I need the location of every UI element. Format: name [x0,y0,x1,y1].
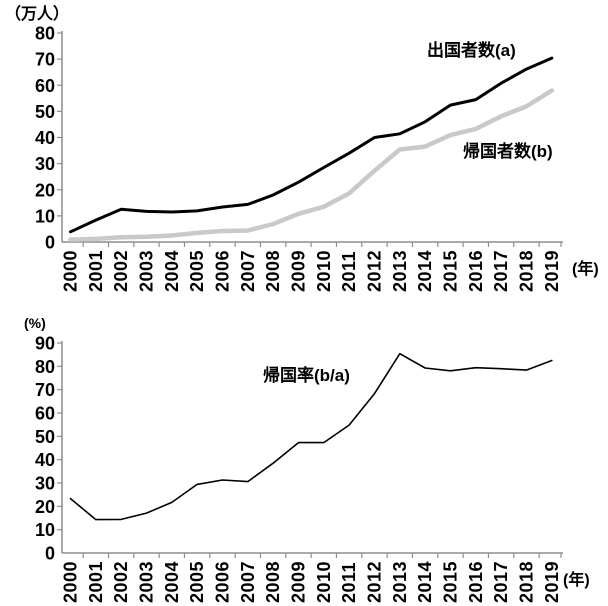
x-year-label: 2004 [162,561,182,603]
x-year-label: 2019 [542,561,562,603]
x-year-label: 2008 [263,250,283,292]
y-tick-label: 30 [35,474,55,494]
x-year-label: 2001 [86,561,106,603]
y-tick-label: 30 [35,154,55,174]
x-year-label: 2002 [111,561,131,603]
y-tick-label: 0 [45,233,55,253]
x-year-label: 2000 [61,250,81,292]
x-year-label: 2006 [212,250,232,292]
x-year-label: 2005 [187,250,207,292]
series-line [69,56,554,234]
x-year-label: 2003 [136,250,156,292]
x-year-label: 2018 [516,561,536,603]
y-tick-label: 40 [35,128,55,148]
x-year-label: 2016 [466,250,486,292]
series-line [68,88,555,242]
x-year-label: 2005 [187,561,207,603]
x-year-label: 2012 [364,561,384,603]
x-year-label: 2009 [288,250,308,292]
series-a-departures-label: 出国者数(a) [427,41,516,60]
y-tick-label: 10 [35,520,55,540]
y-tick-label: 60 [35,404,55,424]
x-year-label: 2019 [542,250,562,292]
x-year-label: 2011 [339,251,359,292]
x-year-label: 2001 [86,250,106,292]
series-b-returnees-label: 帰国者数(b) [463,142,553,161]
y-tick-label: 60 [35,76,55,96]
bottom-chart-year-axis-label: (年) [563,572,590,589]
x-year-label: 2013 [390,250,410,292]
x-year-label: 2012 [364,250,384,292]
y-tick-label: 80 [35,24,55,44]
x-year-label: 2002 [111,250,131,292]
y-tick-label: 40 [35,450,55,470]
x-year-label: 2015 [440,561,460,603]
x-year-label: 2018 [516,250,536,292]
x-year-label: 2014 [415,561,435,603]
y-tick-label: 90 [35,334,55,354]
return-rate-series-label: 帰国率(b/a) [263,366,350,385]
x-year-label: 2008 [263,561,283,603]
x-year-label: 2016 [466,561,486,603]
x-year-label: 2015 [440,250,460,292]
x-year-label: 2017 [491,250,511,292]
x-year-label: 2010 [314,250,334,292]
y-tick-label: 80 [35,357,55,377]
x-year-label: 2009 [288,561,308,603]
x-year-label: 2014 [415,250,435,292]
x-year-label: 2000 [61,561,81,603]
x-year-label: 2004 [162,250,182,292]
series-line [69,352,553,521]
y-tick-label: 20 [35,497,55,517]
x-year-label: 2017 [491,561,511,603]
y-tick-label: 50 [35,102,55,122]
x-year-label: 2007 [238,250,258,292]
y-tick-label: 70 [35,380,55,400]
top-chart-unit-label: （万人） [5,6,70,23]
y-tick-label: 10 [35,206,55,226]
y-tick-label: 50 [35,427,55,447]
x-year-label: 2003 [136,561,156,603]
y-tick-label: 0 [45,544,55,564]
y-tick-label: 70 [35,50,55,70]
x-year-label: 2007 [238,561,258,603]
top-chart-year-axis-label: (年) [572,261,599,278]
x-year-label: 2013 [390,561,410,603]
x-year-label: 2010 [314,561,334,603]
x-year-label: 2011 [339,562,359,603]
y-tick-label: 20 [35,180,55,200]
bottom-chart-unit-label: (%) [24,315,46,331]
x-year-label: 2006 [212,561,232,603]
